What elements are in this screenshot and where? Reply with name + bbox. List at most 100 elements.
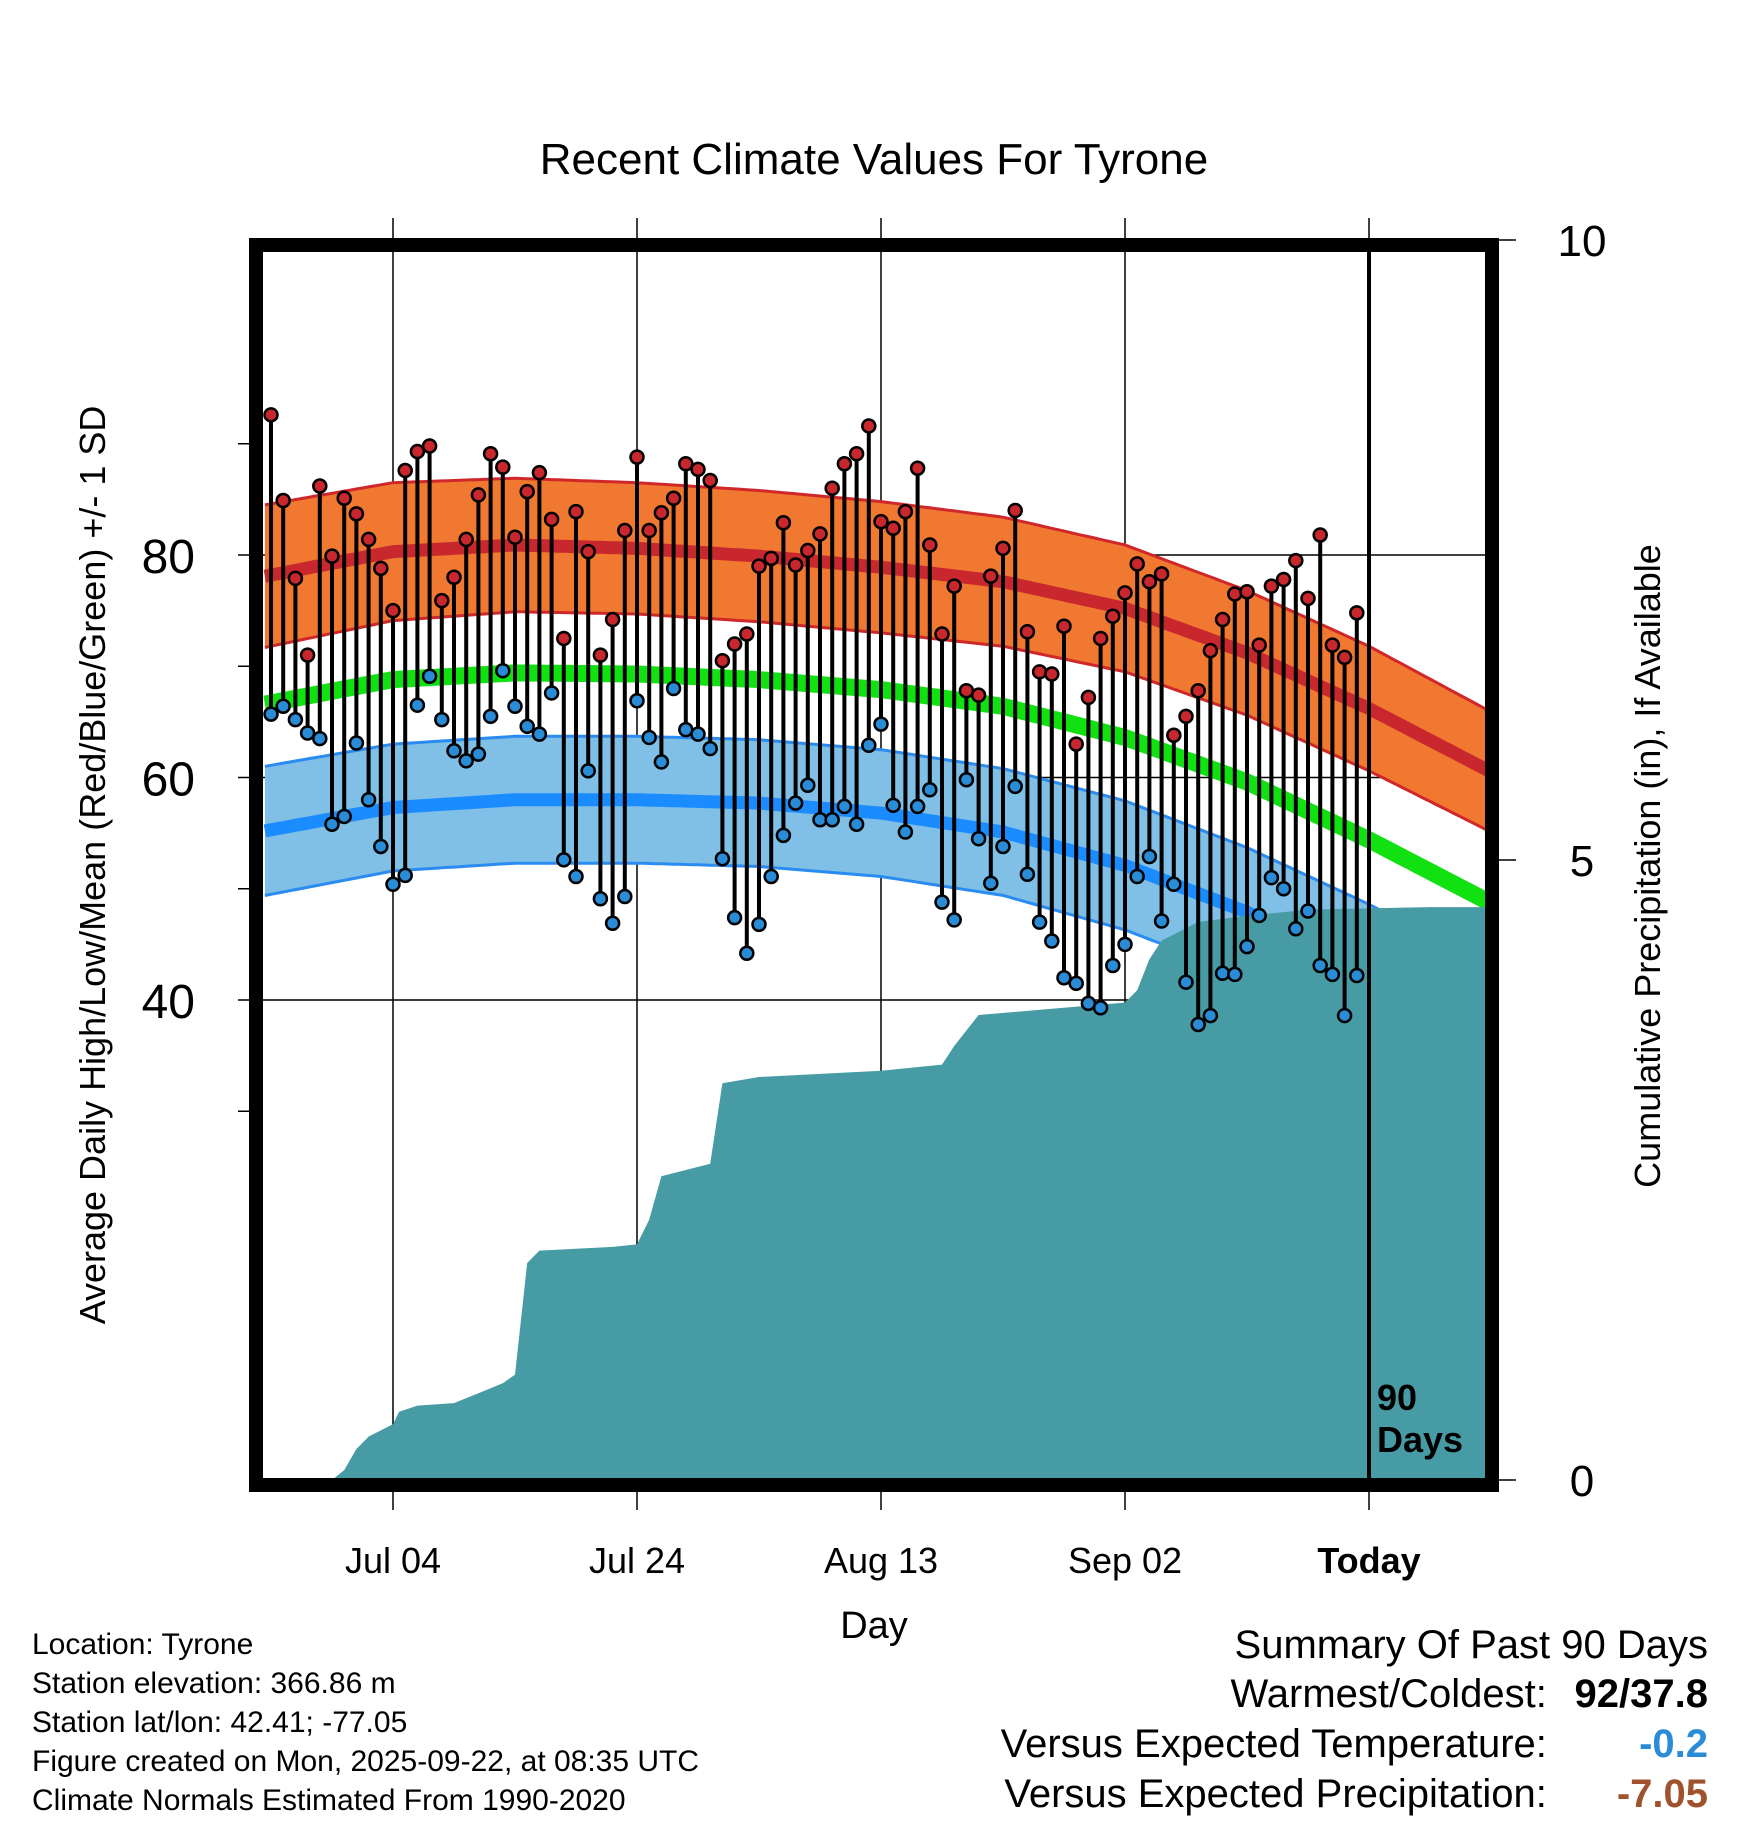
high-point xyxy=(873,513,889,530)
high-point xyxy=(592,647,609,663)
low-point xyxy=(385,876,401,893)
high-point xyxy=(1336,649,1353,666)
low-point xyxy=(1178,974,1194,990)
high-point xyxy=(324,548,340,564)
today-annotation-line2: Days xyxy=(1377,1419,1463,1460)
low-point xyxy=(1202,1007,1219,1024)
high-point xyxy=(1288,552,1304,569)
high-point xyxy=(360,531,377,548)
low-point xyxy=(775,827,792,844)
low-point xyxy=(373,838,389,855)
high-point xyxy=(1349,605,1365,621)
high-point xyxy=(1190,682,1206,699)
y-tick-label: 80 xyxy=(142,531,195,584)
chart-title: Recent Climate Values For Tyrone xyxy=(540,135,1208,184)
high-point xyxy=(556,630,572,647)
high-point xyxy=(653,504,670,521)
low-point xyxy=(714,850,731,867)
high-point xyxy=(287,570,304,587)
high-point xyxy=(543,511,560,528)
low-point xyxy=(1153,913,1170,929)
high-point xyxy=(568,503,584,520)
low-point xyxy=(446,743,462,759)
high-point xyxy=(470,487,487,503)
high-point xyxy=(836,456,853,472)
summary-heading: Summary Of Past 90 Days xyxy=(1234,1623,1708,1667)
x-tick-label: Sep 02 xyxy=(1068,1540,1182,1581)
low-point xyxy=(861,737,877,753)
high-point xyxy=(348,506,365,522)
y-axis-label: Average Daily High/Low/Mean (Red/Blue/Gr… xyxy=(72,406,113,1325)
high-point xyxy=(1019,624,1036,640)
high-point xyxy=(885,520,901,537)
high-point xyxy=(617,522,633,539)
high-point xyxy=(1031,664,1048,680)
low-point xyxy=(556,852,572,868)
high-point xyxy=(983,568,999,584)
low-point xyxy=(934,894,950,910)
low-point xyxy=(1056,970,1072,986)
high-point xyxy=(385,602,401,619)
low-point xyxy=(653,754,670,770)
high-point xyxy=(812,526,828,542)
low-point xyxy=(409,697,426,713)
low-point xyxy=(287,711,304,728)
high-point xyxy=(604,611,621,628)
summary-precip-value: -7.05 xyxy=(1616,1772,1708,1816)
low-point xyxy=(434,711,450,728)
summary-precip-row: Versus Expected Precipitation: -7.05 xyxy=(1004,1773,1708,1815)
high-point xyxy=(531,464,548,481)
info-elevation: Station elevation: 366.86 m xyxy=(32,1667,396,1700)
low-point xyxy=(873,716,889,732)
y-tick-label: 60 xyxy=(142,754,195,807)
high-band-upper-edge xyxy=(264,476,1485,711)
high-point xyxy=(897,503,914,520)
low-point xyxy=(1141,848,1158,865)
low-point xyxy=(726,909,743,926)
low-point xyxy=(617,888,633,905)
high-point xyxy=(1153,566,1170,582)
high-point xyxy=(726,636,743,652)
y-tick-label: 40 xyxy=(142,976,195,1029)
x-tick-label: Jul 24 xyxy=(589,1540,685,1581)
high-point xyxy=(397,462,413,479)
low-point xyxy=(983,875,999,891)
high-point xyxy=(690,461,706,478)
high-point xyxy=(848,446,865,462)
low-point xyxy=(946,912,962,928)
low-point xyxy=(995,838,1011,855)
high-point xyxy=(1239,583,1255,600)
high-point xyxy=(922,537,938,553)
low-point xyxy=(458,753,474,769)
low-point xyxy=(1044,933,1060,949)
low-point xyxy=(1166,876,1182,893)
low-point xyxy=(958,771,975,788)
precipitation-area xyxy=(334,907,1485,1478)
low-point xyxy=(897,824,914,840)
info-normals: Climate Normals Estimated From 1990-2020 xyxy=(32,1784,626,1817)
high-point xyxy=(1214,611,1231,628)
low-point xyxy=(702,740,718,757)
low-point xyxy=(629,692,645,709)
high-point xyxy=(373,560,389,577)
high-point xyxy=(1080,689,1097,706)
summary-temp-label: Versus Expected Temperature: xyxy=(1000,1722,1547,1766)
low-point xyxy=(1349,967,1365,984)
high-point xyxy=(275,492,291,509)
low-normal-band xyxy=(264,736,1485,1101)
low-point xyxy=(324,816,340,832)
low-point xyxy=(299,725,316,741)
low-point xyxy=(312,730,328,747)
high-point xyxy=(1251,637,1267,653)
x-axis-label: Day xyxy=(840,1605,908,1647)
high-point xyxy=(1324,637,1341,653)
high-point xyxy=(970,687,987,703)
low-point xyxy=(787,795,804,811)
low-point xyxy=(1324,966,1341,983)
high-point xyxy=(1056,618,1072,634)
low-point xyxy=(1117,936,1133,953)
plot-frame xyxy=(249,238,1499,1492)
low-point xyxy=(507,698,523,715)
low-point xyxy=(360,792,377,808)
